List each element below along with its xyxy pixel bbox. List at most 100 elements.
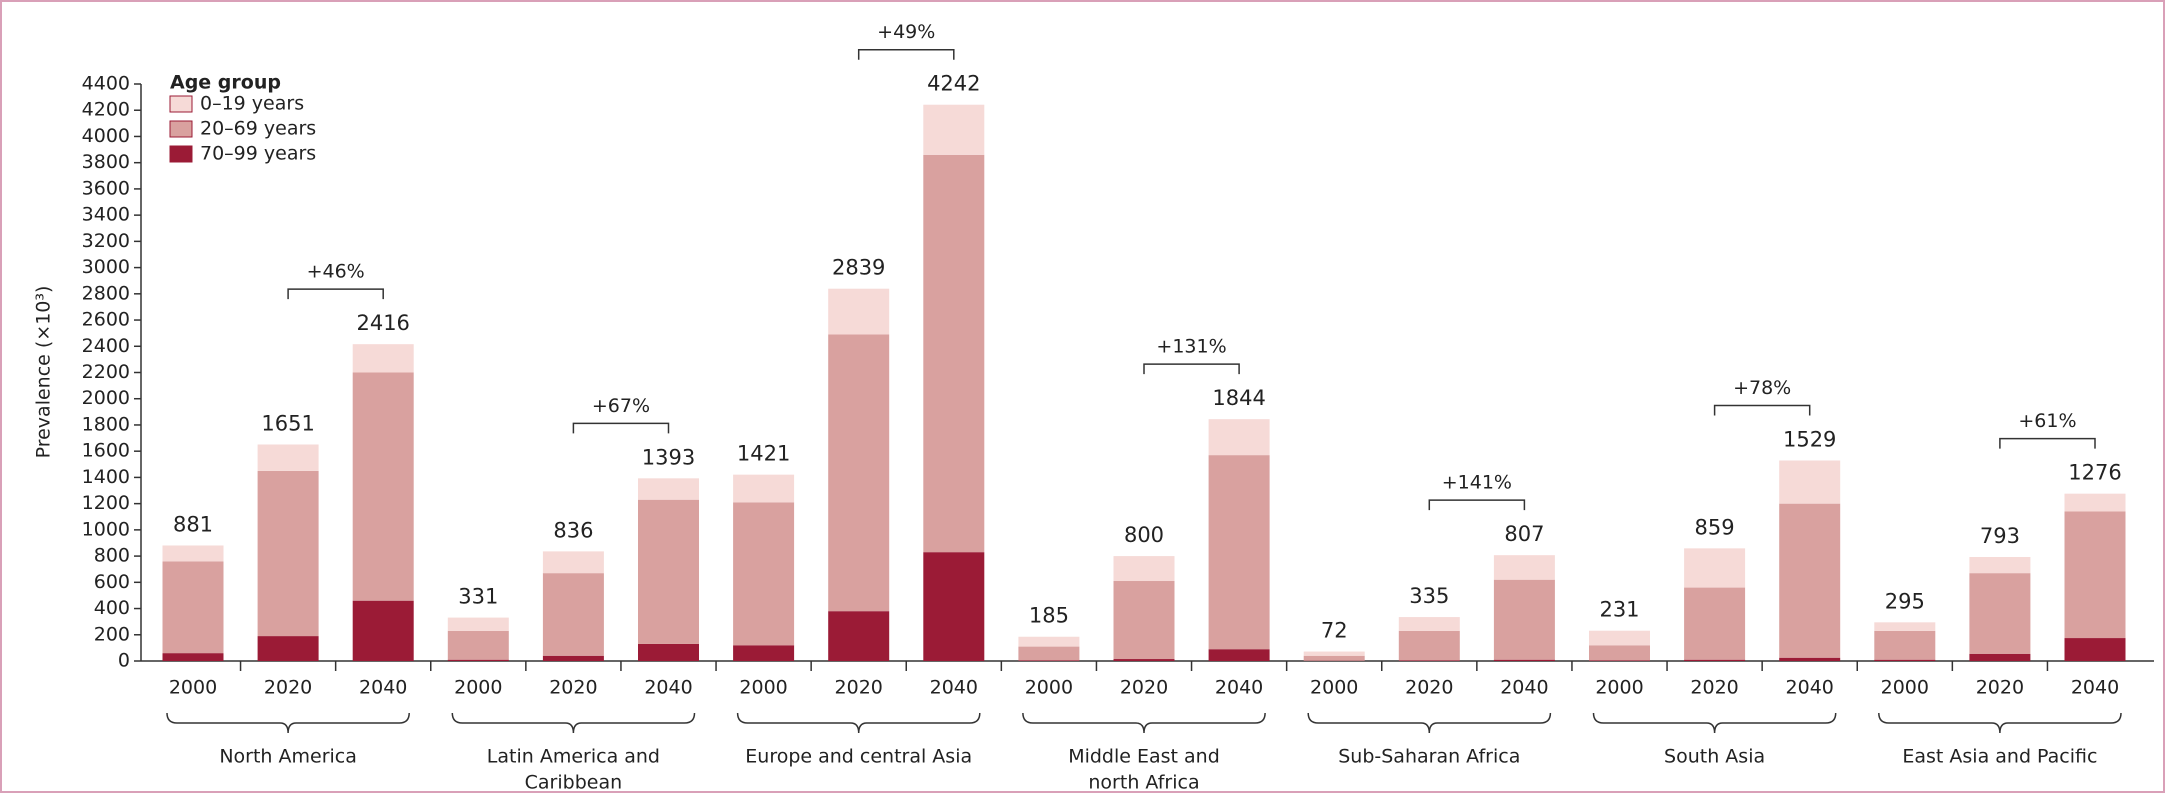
bar-segment bbox=[1113, 581, 1175, 660]
y-tick-label: 2400 bbox=[82, 335, 130, 357]
bar-segment bbox=[1303, 655, 1365, 661]
group-label: East Asia and Pacific bbox=[1902, 746, 2097, 768]
bar-segment bbox=[828, 288, 890, 335]
legend-label: 0–19 years bbox=[200, 93, 304, 115]
legend-swatch bbox=[169, 120, 193, 138]
total-label: 793 bbox=[1980, 524, 2020, 548]
bar-segment bbox=[1208, 455, 1270, 650]
y-tick-label: 600 bbox=[94, 571, 130, 593]
bar-segment bbox=[1874, 630, 1936, 660]
total-label: 1393 bbox=[642, 445, 695, 469]
x-tick-label: 2000 bbox=[1595, 677, 1643, 699]
legend-title: Age group bbox=[170, 72, 281, 94]
bar-segment bbox=[638, 643, 699, 661]
bar-segment bbox=[257, 470, 319, 637]
group-label: Europe and central Asia bbox=[745, 746, 972, 768]
change-bracket bbox=[1713, 404, 1811, 416]
y-tick-label: 3000 bbox=[82, 256, 130, 278]
y-tick-label: 400 bbox=[94, 597, 130, 619]
bar-segment bbox=[1874, 622, 1936, 631]
y-tick-label: 4400 bbox=[82, 73, 130, 95]
bar-segment bbox=[1018, 646, 1080, 661]
y-tick-label: 200 bbox=[94, 623, 130, 645]
group-label: South Asia bbox=[1664, 746, 1765, 768]
bar-segment bbox=[1398, 630, 1460, 661]
bar-segment bbox=[447, 630, 509, 660]
group-brace bbox=[1307, 712, 1552, 734]
bar-segment bbox=[1398, 617, 1460, 631]
bar-segment bbox=[1589, 660, 1650, 661]
bar-segment bbox=[1208, 419, 1270, 456]
group-brace bbox=[1022, 712, 1266, 734]
bar-segment bbox=[352, 344, 414, 373]
bar-segment bbox=[1589, 645, 1650, 661]
y-tick-label: 0 bbox=[118, 650, 130, 672]
y-tick-label: 2600 bbox=[82, 309, 130, 331]
x-tick-label: 2040 bbox=[2071, 677, 2119, 699]
bar-segment bbox=[923, 104, 985, 155]
change-bracket bbox=[287, 288, 384, 300]
x-tick-label: 2040 bbox=[930, 677, 978, 699]
legend-swatch bbox=[169, 95, 193, 113]
y-axis-label: Prevalence (×10³) bbox=[33, 286, 55, 459]
y-tick-label: 1600 bbox=[82, 440, 130, 462]
change-label: +131% bbox=[1156, 336, 1226, 358]
bar-segment bbox=[1208, 649, 1270, 661]
total-label: 2839 bbox=[832, 256, 885, 280]
group-label: Middle East and bbox=[1068, 746, 1220, 768]
bar-segment bbox=[1493, 659, 1555, 661]
bar-segment bbox=[2064, 638, 2126, 661]
bar-segment bbox=[2064, 511, 2126, 639]
bar-segment bbox=[1303, 651, 1365, 656]
bar-segment bbox=[1684, 548, 1746, 588]
group-label: Latin America and bbox=[487, 746, 660, 768]
change-label: +49% bbox=[877, 21, 935, 43]
y-tick-label: 1200 bbox=[82, 492, 130, 514]
change-label: +67% bbox=[592, 395, 650, 417]
x-tick-label: 2040 bbox=[1215, 677, 1263, 699]
bar-segment bbox=[1874, 659, 1936, 661]
total-label: 859 bbox=[1695, 515, 1735, 539]
bar-segment bbox=[1589, 630, 1650, 646]
total-label: 1276 bbox=[2068, 461, 2121, 485]
bar-segment bbox=[1969, 573, 2031, 654]
bar-segment bbox=[923, 552, 985, 661]
group-brace bbox=[451, 712, 696, 734]
x-tick-label: 2000 bbox=[1025, 677, 1073, 699]
total-label: 1421 bbox=[737, 442, 790, 466]
x-tick-label: 2040 bbox=[644, 677, 692, 699]
x-tick-label: 2020 bbox=[1690, 677, 1738, 699]
bar-segment bbox=[1684, 659, 1746, 661]
bar-segment bbox=[638, 499, 699, 644]
x-tick-label: 2020 bbox=[1405, 677, 1453, 699]
x-tick-label: 2020 bbox=[1120, 677, 1168, 699]
bar-segment bbox=[1398, 660, 1460, 661]
bar-segment bbox=[542, 655, 604, 661]
bar-segment bbox=[733, 474, 795, 503]
y-tick-label: 2800 bbox=[82, 282, 130, 304]
total-label: 1529 bbox=[1783, 427, 1836, 451]
change-bracket bbox=[1999, 437, 2096, 449]
bar-segment bbox=[162, 545, 224, 562]
total-label: 881 bbox=[173, 512, 213, 536]
total-label: 185 bbox=[1029, 604, 1069, 628]
bar-segment bbox=[447, 659, 509, 661]
y-tick-label: 3600 bbox=[82, 177, 130, 199]
x-tick-label: 2000 bbox=[1310, 677, 1358, 699]
y-tick-label: 4200 bbox=[82, 99, 130, 121]
bar-segment bbox=[1018, 660, 1080, 661]
total-label: 4242 bbox=[927, 72, 980, 96]
bar-segment bbox=[1779, 460, 1841, 504]
bar-segment bbox=[1493, 555, 1555, 580]
x-tick-label: 2020 bbox=[1976, 677, 2024, 699]
legend-swatch bbox=[169, 145, 193, 163]
y-tick-label: 3200 bbox=[82, 230, 130, 252]
legend-label: 20–69 years bbox=[200, 118, 316, 140]
total-label: 231 bbox=[1599, 598, 1639, 622]
bar-segment bbox=[162, 561, 224, 654]
group-brace bbox=[1878, 712, 2122, 734]
total-label: 836 bbox=[553, 518, 593, 542]
y-tick-label: 800 bbox=[94, 545, 130, 567]
bar-segment bbox=[1969, 557, 2031, 574]
bar-segment bbox=[352, 600, 414, 661]
